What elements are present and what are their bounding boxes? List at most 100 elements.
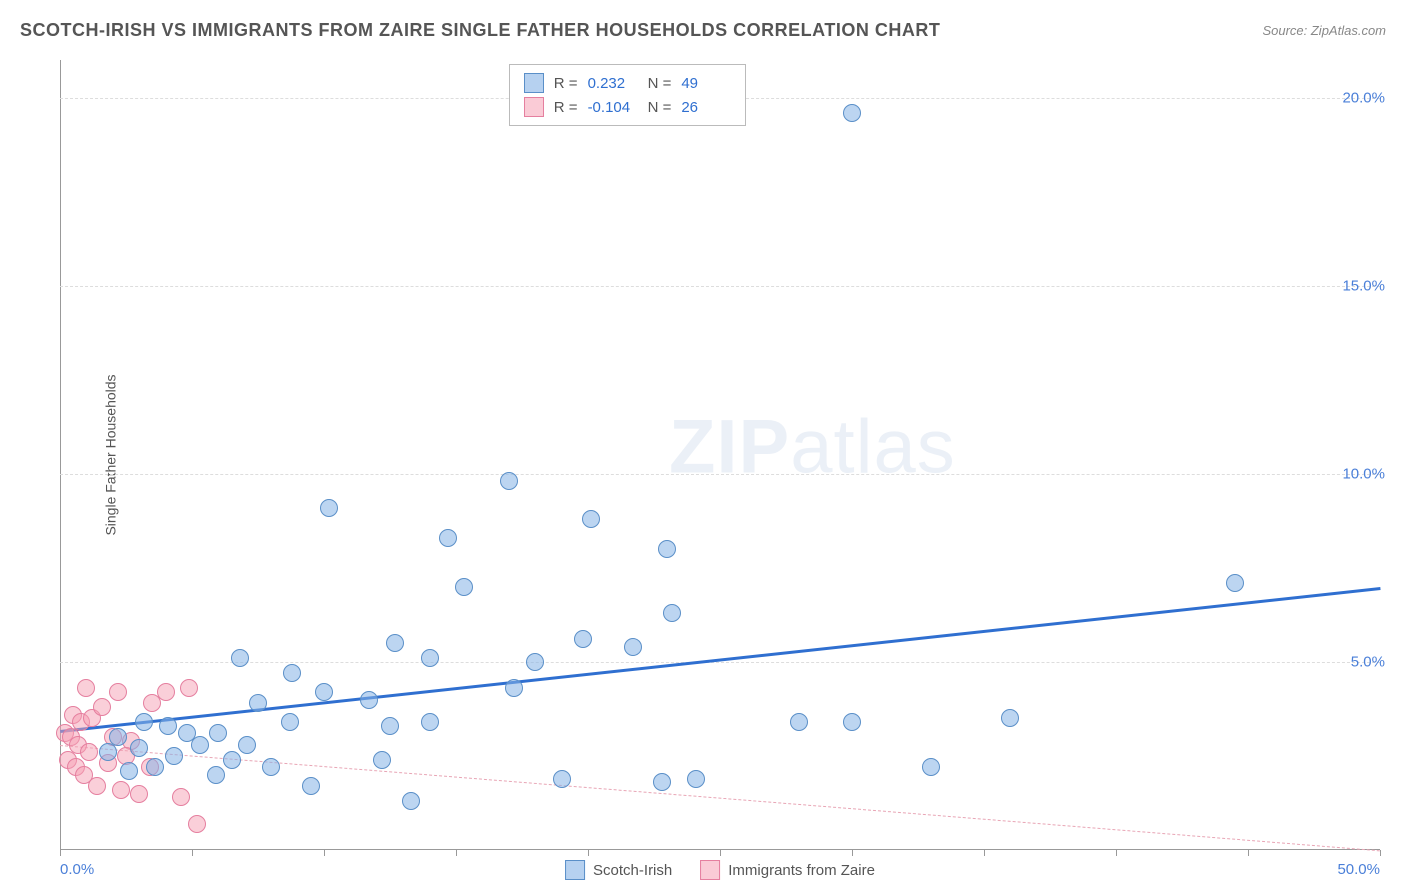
series-legend-item-pink: Immigrants from Zaire <box>700 860 875 880</box>
pink-data-point <box>88 777 106 795</box>
blue-data-point <box>178 724 196 742</box>
y-tick-label: 5.0% <box>1351 653 1385 670</box>
legend-r-value: 0.232 <box>588 75 638 92</box>
x-tick-label: 50.0% <box>1337 861 1380 878</box>
blue-data-point <box>99 743 117 761</box>
blue-data-point <box>843 713 861 731</box>
blue-data-point <box>130 739 148 757</box>
x-tick-mark <box>1248 850 1249 856</box>
correlation-legend: R = 0.232 N = 49 R = -0.104 N = 26 <box>509 64 747 126</box>
blue-data-point <box>207 766 225 784</box>
chart-area: Single Father Households 5.0%10.0%15.0%2… <box>60 60 1380 850</box>
plot-region: 5.0%10.0%15.0%20.0%0.0%50.0%ZIPatlasR =0… <box>60 60 1380 850</box>
x-tick-mark <box>324 850 325 856</box>
blue-data-point <box>165 747 183 765</box>
watermark: ZIPatlas <box>669 404 956 491</box>
y-tick-label: 20.0% <box>1342 89 1385 106</box>
series-legend: Scotch-Irish Immigrants from Zaire <box>565 860 875 880</box>
series-label: Immigrants from Zaire <box>728 862 875 879</box>
pink-data-point <box>109 683 127 701</box>
legend-swatch-blue <box>524 73 544 93</box>
legend-swatch-pink <box>524 97 544 117</box>
x-tick-mark <box>1116 850 1117 856</box>
blue-data-point <box>159 717 177 735</box>
pink-data-point <box>180 679 198 697</box>
legend-n-value: 49 <box>681 75 731 92</box>
blue-data-point <box>402 792 420 810</box>
pink-regression-line <box>60 745 1380 851</box>
pink-data-point <box>188 815 206 833</box>
blue-data-point <box>922 758 940 776</box>
blue-data-point <box>231 649 249 667</box>
blue-data-point <box>146 758 164 776</box>
blue-data-point <box>281 713 299 731</box>
legend-row-pink: R = -0.104 N = 26 <box>524 95 732 119</box>
blue-data-point <box>624 638 642 656</box>
blue-data-point <box>360 691 378 709</box>
blue-data-point <box>553 770 571 788</box>
x-tick-mark <box>984 850 985 856</box>
pink-data-point <box>157 683 175 701</box>
legend-n-label: N = <box>648 75 672 92</box>
blue-data-point <box>505 679 523 697</box>
x-tick-mark <box>192 850 193 856</box>
x-tick-label: 0.0% <box>60 861 94 878</box>
legend-n-value: 26 <box>681 99 731 116</box>
blue-data-point <box>262 758 280 776</box>
blue-data-point <box>223 751 241 769</box>
x-tick-mark <box>852 850 853 856</box>
chart-header: SCOTCH-IRISH VS IMMIGRANTS FROM ZAIRE SI… <box>20 20 1386 41</box>
blue-data-point <box>455 578 473 596</box>
gridline <box>60 286 1380 287</box>
y-tick-label: 15.0% <box>1342 277 1385 294</box>
blue-data-point <box>421 713 439 731</box>
blue-data-point <box>500 472 518 490</box>
blue-data-point <box>790 713 808 731</box>
chart-source: Source: ZipAtlas.com <box>1262 23 1386 38</box>
x-tick-mark <box>588 850 589 856</box>
legend-swatch-blue <box>565 860 585 880</box>
gridline <box>60 474 1380 475</box>
blue-data-point <box>1226 574 1244 592</box>
legend-swatch-pink <box>700 860 720 880</box>
pink-data-point <box>93 698 111 716</box>
gridline <box>60 662 1380 663</box>
blue-data-point <box>373 751 391 769</box>
pink-data-point <box>130 785 148 803</box>
blue-data-point <box>439 529 457 547</box>
series-label: Scotch-Irish <box>593 862 672 879</box>
blue-data-point <box>320 499 338 517</box>
legend-r-label: R = <box>554 75 578 92</box>
series-legend-item-blue: Scotch-Irish <box>565 860 672 880</box>
blue-data-point <box>421 649 439 667</box>
pink-data-point <box>77 679 95 697</box>
blue-data-point <box>302 777 320 795</box>
blue-data-point <box>526 653 544 671</box>
blue-data-point <box>381 717 399 735</box>
blue-data-point <box>386 634 404 652</box>
legend-r-value: -0.104 <box>588 99 638 116</box>
blue-data-point <box>582 510 600 528</box>
legend-r-label: R = <box>554 99 578 116</box>
blue-data-point <box>135 713 153 731</box>
blue-data-point <box>658 540 676 558</box>
blue-data-point <box>1001 709 1019 727</box>
y-tick-label: 10.0% <box>1342 465 1385 482</box>
pink-data-point <box>80 743 98 761</box>
x-tick-mark <box>456 850 457 856</box>
blue-data-point <box>120 762 138 780</box>
blue-data-point <box>238 736 256 754</box>
blue-data-point <box>843 104 861 122</box>
x-tick-mark <box>1380 850 1381 856</box>
blue-data-point <box>249 694 267 712</box>
blue-data-point <box>209 724 227 742</box>
blue-data-point <box>663 604 681 622</box>
legend-n-label: N = <box>648 99 672 116</box>
blue-data-point <box>315 683 333 701</box>
pink-data-point <box>112 781 130 799</box>
legend-row-blue: R = 0.232 N = 49 <box>524 71 732 95</box>
x-tick-mark <box>720 850 721 856</box>
pink-data-point <box>172 788 190 806</box>
blue-data-point <box>687 770 705 788</box>
blue-data-point <box>653 773 671 791</box>
